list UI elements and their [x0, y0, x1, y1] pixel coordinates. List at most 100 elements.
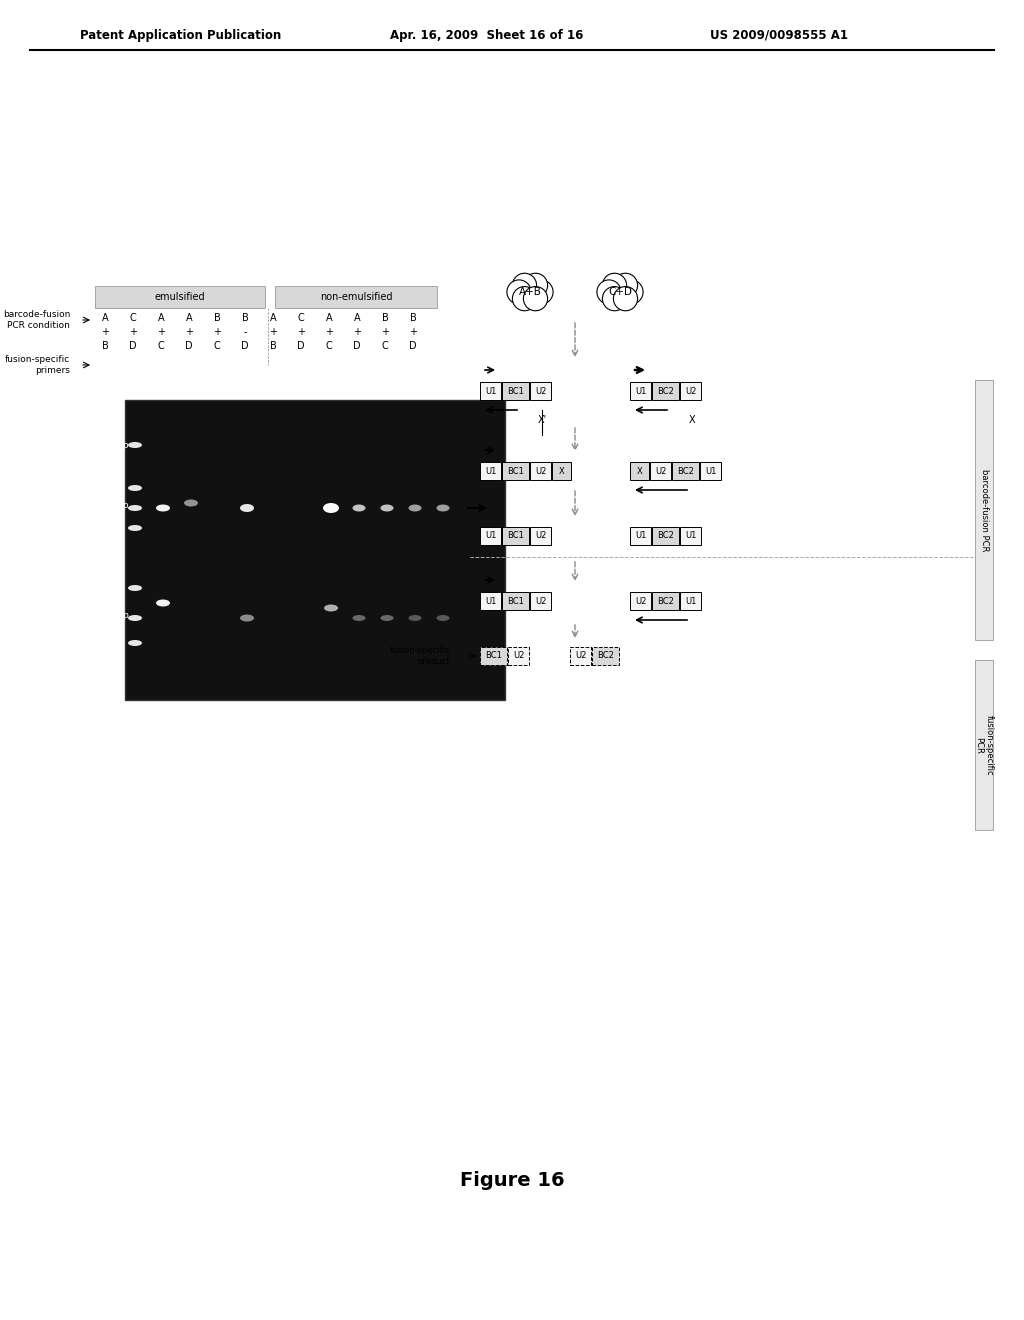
- Text: U1: U1: [484, 532, 497, 540]
- FancyBboxPatch shape: [652, 381, 679, 400]
- Text: C: C: [158, 341, 165, 351]
- Text: C: C: [326, 341, 333, 351]
- Text: D: D: [185, 341, 193, 351]
- Text: U2: U2: [535, 387, 546, 396]
- Circle shape: [512, 286, 537, 310]
- Text: B: B: [242, 313, 249, 323]
- Ellipse shape: [128, 442, 142, 447]
- Text: U1: U1: [484, 387, 497, 396]
- Text: U2: U2: [685, 387, 696, 396]
- Circle shape: [523, 286, 548, 310]
- Text: BC2: BC2: [657, 597, 674, 606]
- Circle shape: [613, 273, 638, 297]
- FancyBboxPatch shape: [552, 462, 571, 480]
- FancyBboxPatch shape: [275, 286, 437, 308]
- Ellipse shape: [409, 615, 422, 620]
- FancyBboxPatch shape: [650, 462, 671, 480]
- FancyBboxPatch shape: [975, 380, 993, 640]
- Ellipse shape: [156, 599, 170, 606]
- FancyBboxPatch shape: [95, 286, 265, 308]
- Text: D: D: [297, 341, 305, 351]
- Text: +: +: [269, 327, 278, 337]
- Circle shape: [507, 280, 531, 304]
- Text: +: +: [185, 327, 193, 337]
- FancyBboxPatch shape: [530, 381, 551, 400]
- FancyBboxPatch shape: [530, 462, 551, 480]
- Text: barcode-fusion
PCR condition: barcode-fusion PCR condition: [3, 310, 70, 330]
- Text: 150 bp: 150 bp: [97, 441, 129, 450]
- Text: +: +: [409, 327, 417, 337]
- FancyBboxPatch shape: [502, 527, 529, 545]
- Text: emulsified: emulsified: [155, 292, 206, 302]
- Text: BC2: BC2: [657, 532, 674, 540]
- FancyBboxPatch shape: [508, 647, 529, 665]
- Text: D: D: [242, 341, 249, 351]
- Ellipse shape: [240, 615, 254, 622]
- Text: Patent Application Publication: Patent Application Publication: [80, 29, 282, 41]
- Text: X': X': [538, 414, 547, 425]
- Text: Apr. 16, 2009  Sheet 16 of 16: Apr. 16, 2009 Sheet 16 of 16: [390, 29, 584, 41]
- Circle shape: [512, 273, 537, 297]
- FancyBboxPatch shape: [480, 591, 501, 610]
- Ellipse shape: [409, 504, 422, 511]
- Ellipse shape: [240, 504, 254, 512]
- Ellipse shape: [324, 605, 338, 611]
- FancyBboxPatch shape: [480, 647, 507, 665]
- Text: A: A: [269, 313, 276, 323]
- Text: C: C: [130, 313, 136, 323]
- Text: 100 bp: 100 bp: [97, 500, 129, 510]
- FancyBboxPatch shape: [480, 381, 501, 400]
- Text: +: +: [157, 327, 165, 337]
- Ellipse shape: [128, 585, 142, 591]
- Text: Figure 16: Figure 16: [460, 1171, 564, 1189]
- Circle shape: [523, 273, 548, 297]
- Ellipse shape: [381, 504, 393, 511]
- Text: X: X: [637, 466, 642, 475]
- Text: U1: U1: [705, 466, 716, 475]
- Ellipse shape: [128, 640, 142, 645]
- Text: B: B: [214, 313, 220, 323]
- FancyBboxPatch shape: [530, 527, 551, 545]
- FancyBboxPatch shape: [592, 647, 618, 665]
- Text: BC1: BC1: [485, 652, 502, 660]
- FancyBboxPatch shape: [530, 591, 551, 610]
- FancyBboxPatch shape: [652, 591, 679, 610]
- Text: fusion-specific
PCR: fusion-specific PCR: [974, 714, 993, 775]
- Text: BC2: BC2: [597, 652, 614, 660]
- Ellipse shape: [128, 506, 142, 511]
- Text: C+D: C+D: [608, 286, 632, 297]
- Ellipse shape: [128, 484, 142, 491]
- Text: +: +: [325, 327, 333, 337]
- Text: U2: U2: [635, 597, 646, 606]
- Text: +: +: [129, 327, 137, 337]
- Text: U1: U1: [685, 532, 696, 540]
- Text: fusion-specific
primers: fusion-specific primers: [5, 355, 70, 375]
- Circle shape: [613, 286, 638, 310]
- Circle shape: [597, 280, 622, 304]
- FancyBboxPatch shape: [672, 462, 699, 480]
- Text: U2: U2: [535, 597, 546, 606]
- Text: A: A: [185, 313, 193, 323]
- Ellipse shape: [352, 504, 366, 511]
- Text: US 2009/0098555 A1: US 2009/0098555 A1: [710, 29, 848, 41]
- Ellipse shape: [184, 499, 198, 507]
- Text: U1: U1: [484, 597, 497, 606]
- FancyBboxPatch shape: [502, 591, 529, 610]
- Text: fusion-specific
product: fusion-specific product: [389, 647, 450, 665]
- Text: A: A: [353, 313, 360, 323]
- FancyBboxPatch shape: [480, 527, 501, 545]
- Ellipse shape: [352, 615, 366, 620]
- Text: U2: U2: [535, 466, 546, 475]
- Text: B: B: [382, 313, 388, 323]
- FancyBboxPatch shape: [630, 591, 651, 610]
- Text: A: A: [326, 313, 333, 323]
- Text: non-emulsified: non-emulsified: [319, 292, 392, 302]
- Text: C: C: [214, 341, 220, 351]
- Text: U1: U1: [635, 387, 646, 396]
- FancyBboxPatch shape: [975, 660, 993, 830]
- Text: U1: U1: [685, 597, 696, 606]
- FancyBboxPatch shape: [502, 462, 529, 480]
- Circle shape: [602, 286, 627, 310]
- FancyBboxPatch shape: [680, 591, 701, 610]
- Text: B: B: [101, 341, 109, 351]
